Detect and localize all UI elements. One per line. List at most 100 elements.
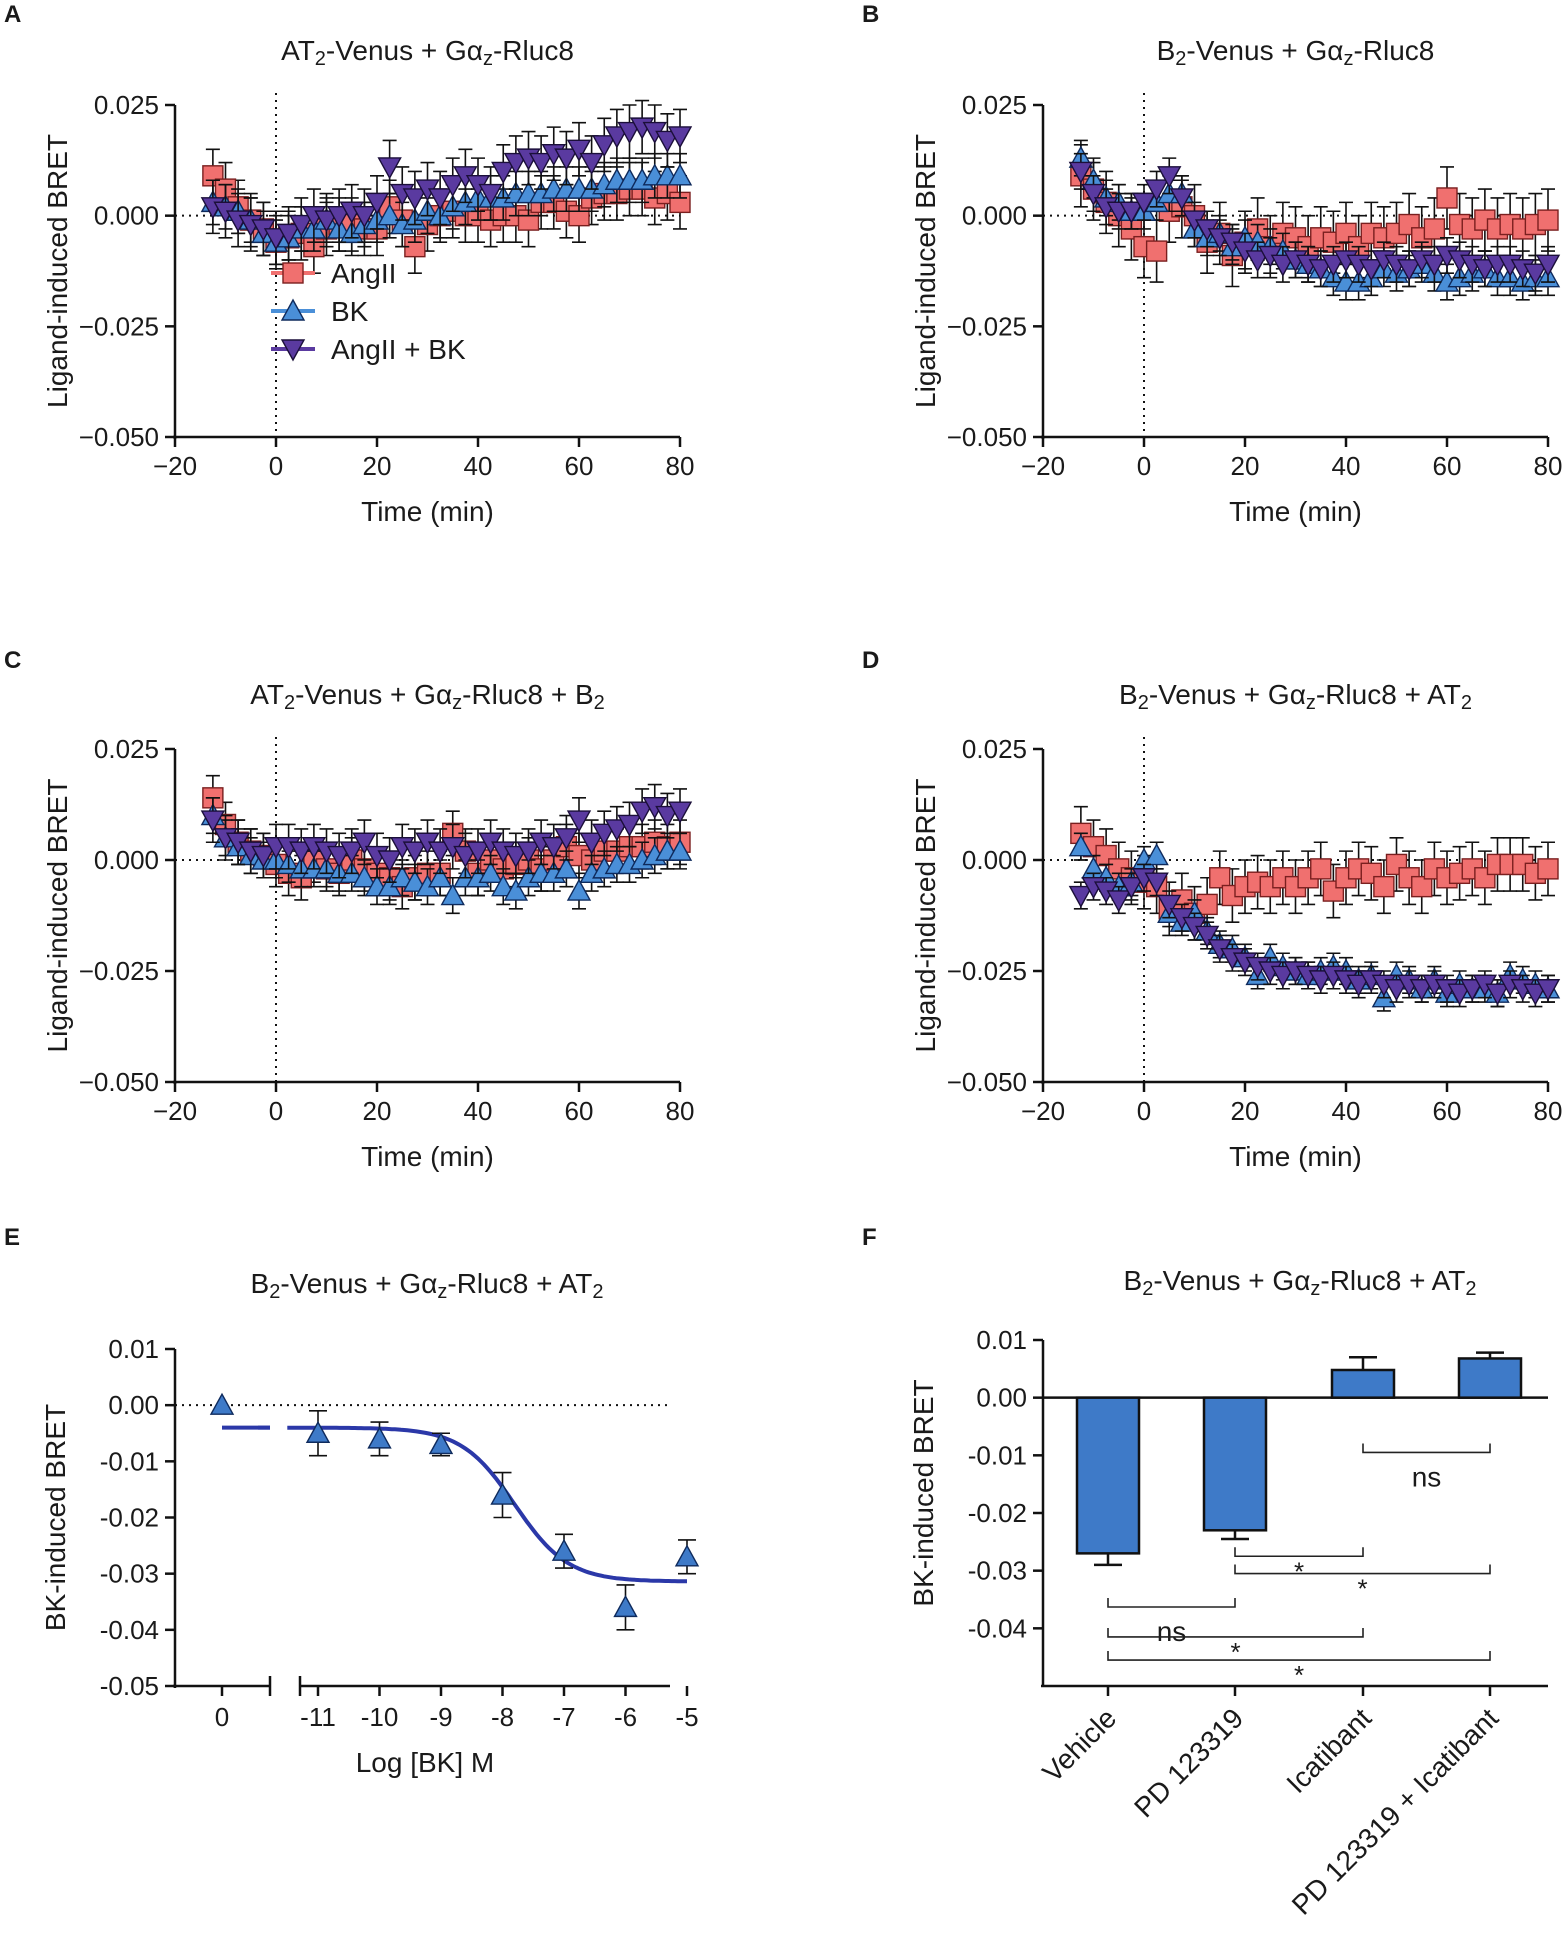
y-tick-label: 0.000 [94, 845, 159, 875]
bar [1075, 1396, 1141, 1555]
data-point [1209, 867, 1231, 889]
x-tick-label: -11 [300, 1702, 336, 1732]
series-angii-bk [200, 99, 693, 266]
x-tick-label: -9 [429, 1702, 452, 1732]
significance-bracket [1107, 1651, 1491, 1661]
title-subscript: 2 [1142, 1278, 1153, 1300]
y-tick-label: 0.000 [962, 845, 1027, 875]
data-point [200, 810, 226, 833]
x-tick-label: -7 [552, 1702, 575, 1732]
title-text: AT [281, 35, 315, 66]
title-subscript: 2 [1465, 1278, 1476, 1300]
data-point [1308, 259, 1333, 282]
y-tick-label: 0.000 [962, 201, 1027, 231]
y-axis-label: Ligand-induced BRET [42, 134, 73, 408]
data-point [541, 836, 566, 860]
data-point [579, 832, 604, 855]
y-tick-label: -0.02 [100, 1503, 159, 1533]
data-point [554, 148, 579, 171]
data-point [402, 841, 428, 864]
panel-d: 0.025 0.000 −0.025 −0.050−20 0 20 40 60 80 Time (… [910, 734, 1562, 1172]
significance-bracket [1107, 1627, 1364, 1638]
data-point [490, 1482, 515, 1505]
category-label: PD 123319 [1128, 1702, 1249, 1823]
data-point [674, 1544, 700, 1567]
x-tick-label: 80 [1534, 451, 1563, 481]
data-point [1068, 834, 1094, 857]
x-tick-label: -6 [614, 1702, 637, 1732]
data-point [1535, 254, 1561, 277]
data-point [503, 845, 529, 869]
bar [1330, 1368, 1396, 1399]
data-point [1396, 259, 1422, 282]
series-angii-bk [1068, 863, 1561, 1008]
panel-a-title: AT2-Venus + Gαz-Rluc8 [281, 35, 574, 70]
data-point [251, 845, 276, 869]
title-subscript: 2 [284, 692, 295, 714]
x-axis-label: Log [BK] M [356, 1747, 495, 1778]
data-point [604, 126, 630, 149]
x-tick-label: 40 [464, 1096, 493, 1126]
data-point [326, 845, 352, 869]
data-point [377, 850, 402, 873]
panel-letter-a: A [4, 1, 21, 28]
data-point [491, 161, 516, 184]
y-tick-label: 0.01 [108, 1334, 159, 1364]
data-point [566, 878, 592, 901]
data-point [1485, 983, 1510, 1006]
data-point [551, 1538, 577, 1561]
error-bar [1476, 1351, 1504, 1359]
x-tick-label: 0 [1137, 451, 1151, 481]
data-point [1523, 263, 1548, 286]
data-point [289, 841, 314, 864]
title-text: α [421, 1268, 437, 1299]
category-label: Vehicle [1036, 1702, 1122, 1788]
significance-bracket [1107, 1598, 1236, 1608]
title-subscript: z [1306, 692, 1316, 714]
x-axis-label: Time (min) [1229, 1141, 1362, 1172]
title-text: -Venus + G [295, 679, 436, 710]
data-point [377, 203, 402, 226]
data-point [1436, 187, 1458, 209]
title-text: B [1124, 1265, 1143, 1296]
data-point [1194, 925, 1220, 948]
data-point [1359, 259, 1384, 282]
data-point [1144, 872, 1169, 895]
y-tick-label: −0.025 [947, 956, 1027, 986]
title-text: -Rluc8 + AT [1316, 679, 1461, 710]
error-bar [1221, 1530, 1249, 1541]
legend-marker [282, 262, 304, 284]
x-tick-label: 40 [464, 451, 493, 481]
y-tick-label: 0.000 [94, 201, 159, 231]
y-tick-label: -0.03 [968, 1556, 1027, 1586]
data-point [1119, 201, 1144, 224]
error-bar [1094, 1553, 1122, 1567]
y-tick-label: 0.00 [108, 1390, 159, 1420]
x-tick-label: 60 [1433, 451, 1462, 481]
title-subscript: 2 [594, 692, 605, 714]
x-tick-label: 40 [1332, 451, 1361, 481]
panel-c-title: AT2-Venus + Gαz-Rluc8 + B2 [250, 679, 605, 714]
data-point [453, 845, 478, 869]
data-point [592, 135, 617, 158]
category-label: Icatibant [1280, 1702, 1377, 1799]
data-point [1157, 894, 1182, 917]
series-angii-bk [1068, 152, 1561, 292]
legend: AngII BK AngII + BK [271, 258, 466, 365]
data-point [440, 174, 465, 198]
data-point [1472, 259, 1498, 282]
data-point [1145, 240, 1168, 262]
significance-label: * [1294, 1556, 1304, 1586]
y-axis-label: Ligand-induced BRET [910, 779, 941, 1053]
data-point [1270, 965, 1296, 988]
data-point [604, 819, 630, 842]
x-tick-label: 40 [1332, 1096, 1361, 1126]
title-text: B [1119, 679, 1138, 710]
y-tick-label: -0.02 [968, 1498, 1027, 1528]
title-subscript: z [1343, 48, 1353, 70]
data-point [629, 801, 655, 824]
data-point [566, 810, 592, 833]
data-point [1422, 254, 1447, 277]
significance-label: ns [1412, 1461, 1442, 1492]
title-subscript: z [437, 1281, 447, 1303]
